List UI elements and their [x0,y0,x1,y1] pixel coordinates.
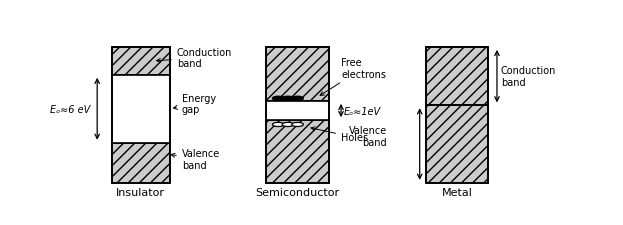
Circle shape [272,97,284,101]
Circle shape [282,97,293,101]
Text: Valence
band: Valence band [171,149,220,170]
Bar [426,106,488,183]
Text: Metal: Metal [442,187,472,197]
Bar [426,48,488,183]
Bar [112,48,169,183]
Text: Energy
gap: Energy gap [173,93,216,115]
Text: Eₒ≈1eV: Eₒ≈1eV [343,106,381,116]
Circle shape [292,97,303,101]
Bar [266,48,329,183]
Bar [426,48,488,106]
Circle shape [292,123,303,127]
Text: Free
electrons: Free electrons [320,58,386,96]
Bar [266,121,329,183]
Bar [112,76,169,143]
Bar [112,48,169,76]
Circle shape [282,123,293,127]
Text: Eₒ≈6 eV: Eₒ≈6 eV [50,104,90,114]
Text: Conduction
band: Conduction band [501,66,556,88]
Text: Conduction
band: Conduction band [156,47,232,69]
Text: Holes: Holes [311,127,368,143]
Text: Insulator: Insulator [116,187,165,197]
Bar [266,48,329,101]
Circle shape [272,123,284,127]
Bar [112,143,169,183]
Bar [266,101,329,121]
Text: Valence
band: Valence band [349,125,387,147]
Text: Semiconductor: Semiconductor [255,187,340,197]
